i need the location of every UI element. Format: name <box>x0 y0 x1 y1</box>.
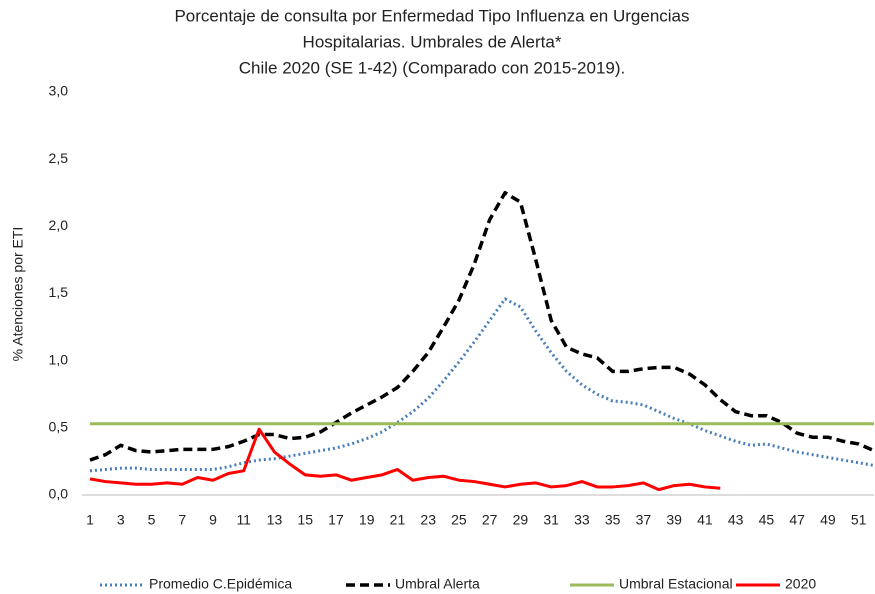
x-tick-label: 45 <box>759 512 775 528</box>
series-line <box>89 427 721 492</box>
x-tick-label: 25 <box>451 512 467 528</box>
x-tick-label: 31 <box>543 512 559 528</box>
x-tick-label: 49 <box>820 512 836 528</box>
x-tick-label: 29 <box>513 512 529 528</box>
y-tick-label: 0,0 <box>49 486 69 502</box>
y-tick-label: 1,5 <box>49 284 69 300</box>
x-tick-label: 23 <box>420 512 436 528</box>
y-tick-label: 0,5 <box>49 419 69 435</box>
x-tick-label: 15 <box>297 512 313 528</box>
series-line <box>89 297 875 473</box>
x-tick-label: 41 <box>697 512 713 528</box>
x-tick-label: 37 <box>636 512 652 528</box>
x-tick-label: 47 <box>789 512 805 528</box>
x-tick-label: 43 <box>728 512 744 528</box>
y-tick-label: 2,5 <box>49 150 69 166</box>
legend-label: Promedio C.Epidémica <box>149 576 292 592</box>
legend-label: Umbral Estacional <box>619 576 733 592</box>
x-tick-label: 9 <box>209 512 217 528</box>
x-tick-label: 17 <box>328 512 344 528</box>
x-tick-label: 11 <box>236 512 251 528</box>
x-tick-label: 33 <box>574 512 590 528</box>
x-tick-label: 39 <box>666 512 682 528</box>
y-axis-label: % Atenciones por ETI <box>10 227 26 362</box>
x-tick-label: 35 <box>605 512 621 528</box>
x-tick-label: 1 <box>86 512 94 528</box>
legend-label: Umbral Alerta <box>395 576 480 592</box>
x-tick-label: 21 <box>390 512 406 528</box>
series-line <box>89 191 875 462</box>
x-tick-label: 13 <box>267 512 283 528</box>
x-tick-label: 51 <box>851 512 867 528</box>
y-tick-label: 2,0 <box>49 217 69 233</box>
x-tick-label: 27 <box>482 512 498 528</box>
chart-title: Chile 2020 (SE 1-42) (Comparado con 2015… <box>239 58 626 77</box>
x-tick-label: 19 <box>359 512 375 528</box>
y-tick-label: 3,0 <box>49 83 69 99</box>
x-tick-label: 7 <box>178 512 186 528</box>
y-tick-label: 1,0 <box>49 351 69 367</box>
x-tick-label: 5 <box>148 512 156 528</box>
x-tick-label: 3 <box>117 512 125 528</box>
legend-label: 2020 <box>785 576 816 592</box>
chart-title: Hospitalarias. Umbrales de Alerta* <box>303 32 562 51</box>
chart-title: Porcentaje de consulta por Enfermedad Ti… <box>174 6 689 25</box>
